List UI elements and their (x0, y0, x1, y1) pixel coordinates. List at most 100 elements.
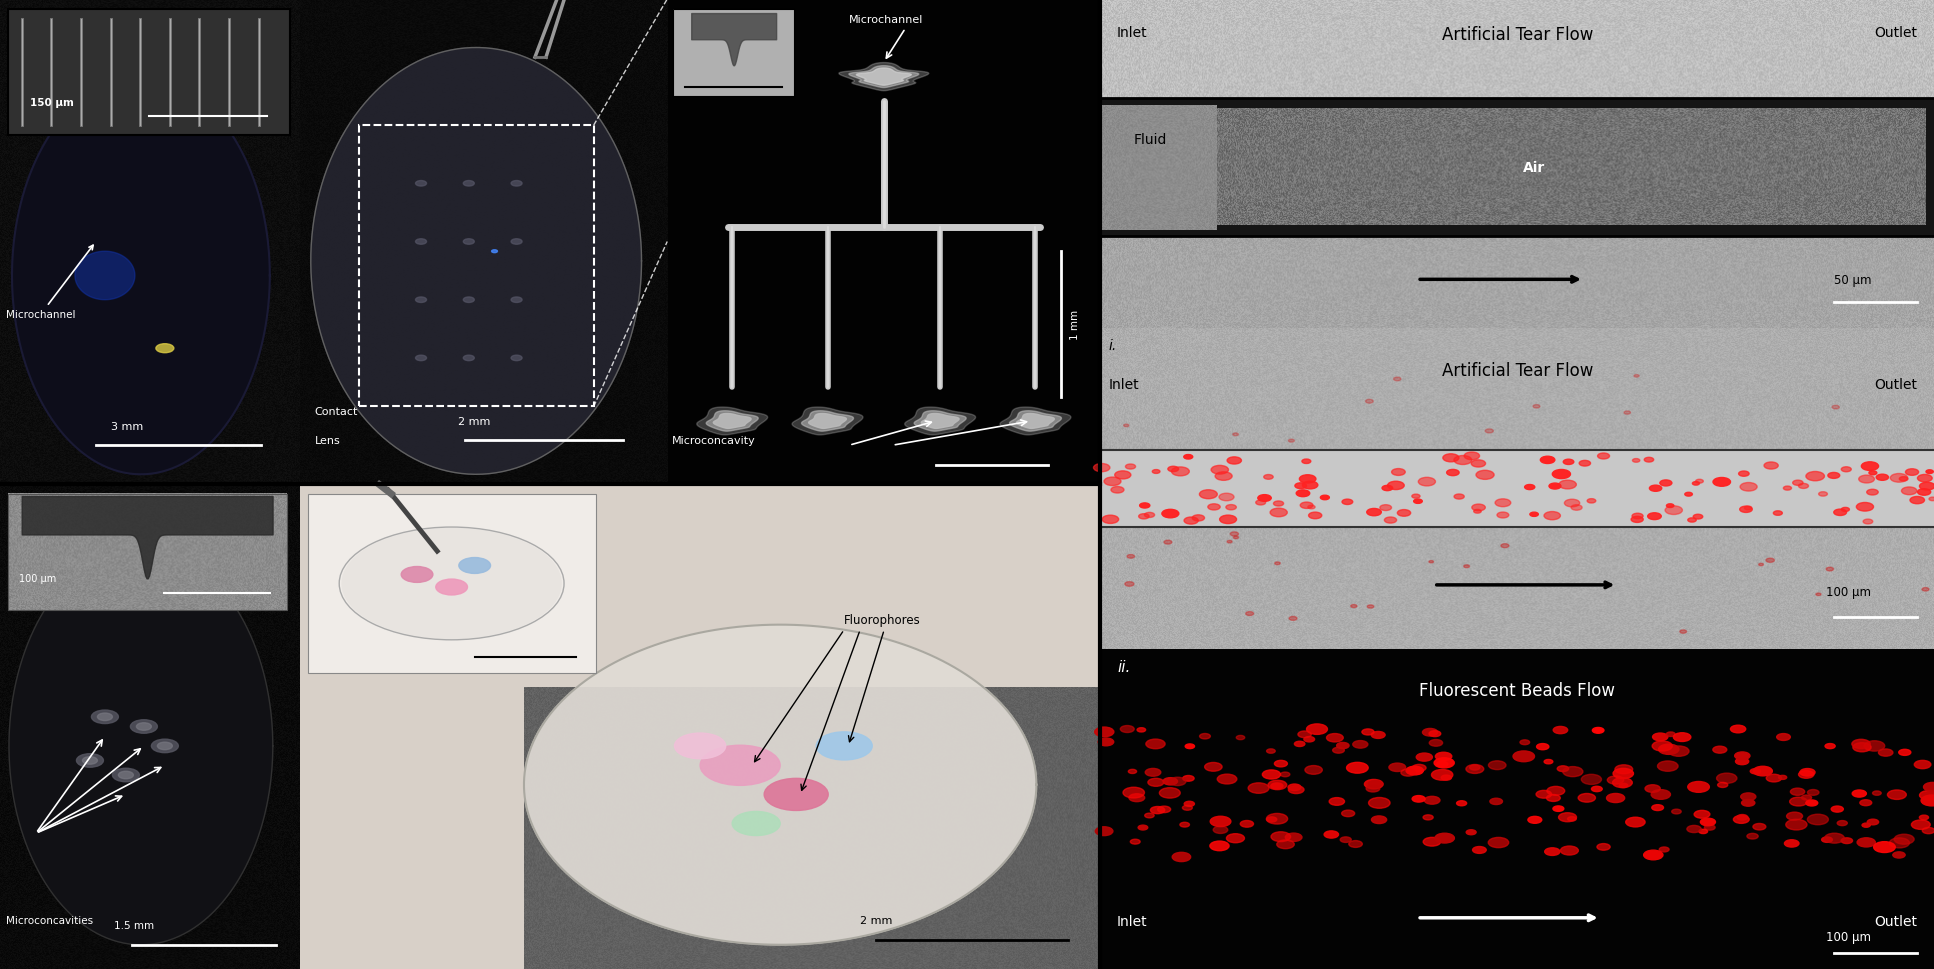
Circle shape (1120, 726, 1133, 733)
Circle shape (1298, 732, 1311, 738)
Circle shape (1267, 749, 1275, 754)
Circle shape (1211, 841, 1230, 851)
Circle shape (1766, 774, 1781, 782)
Circle shape (1321, 496, 1329, 500)
Circle shape (1184, 517, 1199, 524)
Circle shape (1837, 821, 1847, 826)
Polygon shape (1000, 408, 1071, 435)
Circle shape (1888, 790, 1907, 799)
Circle shape (1170, 777, 1186, 786)
Circle shape (1615, 765, 1632, 774)
Circle shape (1472, 460, 1485, 468)
Polygon shape (696, 408, 768, 435)
Circle shape (1597, 453, 1609, 459)
Circle shape (1476, 471, 1495, 480)
Circle shape (1899, 750, 1911, 756)
Circle shape (1398, 510, 1410, 516)
Polygon shape (75, 252, 135, 300)
Circle shape (1841, 508, 1849, 512)
Circle shape (1216, 774, 1238, 784)
Text: Outlet: Outlet (1874, 26, 1917, 41)
Circle shape (1688, 782, 1710, 793)
Circle shape (1392, 469, 1406, 476)
Circle shape (1692, 515, 1702, 519)
Circle shape (1806, 800, 1818, 806)
Circle shape (1126, 582, 1133, 586)
Circle shape (1093, 464, 1110, 472)
Circle shape (464, 297, 474, 303)
Circle shape (1474, 510, 1481, 514)
Circle shape (1400, 769, 1416, 776)
Circle shape (1597, 844, 1611, 851)
Circle shape (1350, 605, 1358, 608)
Circle shape (1263, 475, 1273, 480)
Circle shape (1288, 440, 1294, 443)
Circle shape (1512, 751, 1534, 762)
Circle shape (1920, 791, 1934, 800)
Circle shape (1905, 469, 1919, 476)
Circle shape (1831, 806, 1843, 812)
Circle shape (1808, 790, 1820, 796)
Circle shape (464, 356, 474, 361)
Text: 50 μm: 50 μm (1833, 273, 1872, 287)
Circle shape (1779, 775, 1787, 780)
Circle shape (1151, 806, 1164, 814)
Circle shape (1592, 728, 1603, 734)
Circle shape (1379, 505, 1392, 511)
Circle shape (1787, 812, 1802, 821)
Circle shape (1209, 504, 1220, 511)
Circle shape (1389, 764, 1406, 771)
Circle shape (1698, 829, 1708, 833)
Circle shape (1704, 825, 1715, 830)
Circle shape (1435, 833, 1454, 843)
Circle shape (1267, 817, 1276, 822)
Circle shape (464, 239, 474, 245)
Circle shape (1412, 796, 1425, 802)
Circle shape (1302, 482, 1317, 489)
Circle shape (416, 297, 427, 303)
Circle shape (1559, 813, 1576, 822)
Circle shape (400, 567, 433, 582)
Circle shape (1735, 752, 1750, 760)
Circle shape (1671, 809, 1681, 814)
Circle shape (1352, 741, 1367, 748)
Circle shape (1423, 815, 1433, 820)
Text: Contact: Contact (315, 407, 358, 417)
Circle shape (1423, 837, 1441, 846)
Circle shape (1901, 487, 1917, 495)
Circle shape (1365, 785, 1379, 792)
Circle shape (1429, 739, 1443, 746)
Circle shape (1269, 780, 1286, 790)
Polygon shape (801, 411, 853, 432)
Circle shape (1826, 568, 1833, 572)
Circle shape (1634, 375, 1640, 378)
Bar (0, 484, 300, 969)
Circle shape (1928, 497, 1934, 501)
Circle shape (1412, 765, 1425, 771)
Circle shape (1547, 787, 1565, 796)
Circle shape (1750, 768, 1760, 774)
Circle shape (1454, 494, 1464, 500)
Circle shape (1126, 464, 1135, 470)
Circle shape (1543, 512, 1561, 520)
Circle shape (1783, 486, 1791, 490)
Circle shape (1348, 841, 1362, 848)
Text: 100 μm: 100 μm (1826, 930, 1870, 944)
Circle shape (511, 356, 522, 361)
Circle shape (1110, 487, 1124, 493)
Circle shape (1833, 510, 1847, 516)
Circle shape (1307, 506, 1315, 510)
Text: Microconcavity: Microconcavity (671, 436, 756, 446)
Circle shape (1625, 412, 1630, 415)
Circle shape (1211, 817, 1230, 827)
Circle shape (458, 558, 491, 574)
Circle shape (1240, 821, 1253, 828)
Circle shape (1920, 796, 1934, 806)
Text: Fluorescent Beads Flow: Fluorescent Beads Flow (1420, 681, 1615, 700)
Circle shape (1226, 541, 1232, 544)
Circle shape (1145, 513, 1155, 518)
Circle shape (1801, 768, 1814, 776)
Circle shape (1226, 457, 1242, 464)
Bar (8, 494, 286, 610)
Circle shape (1162, 778, 1178, 785)
